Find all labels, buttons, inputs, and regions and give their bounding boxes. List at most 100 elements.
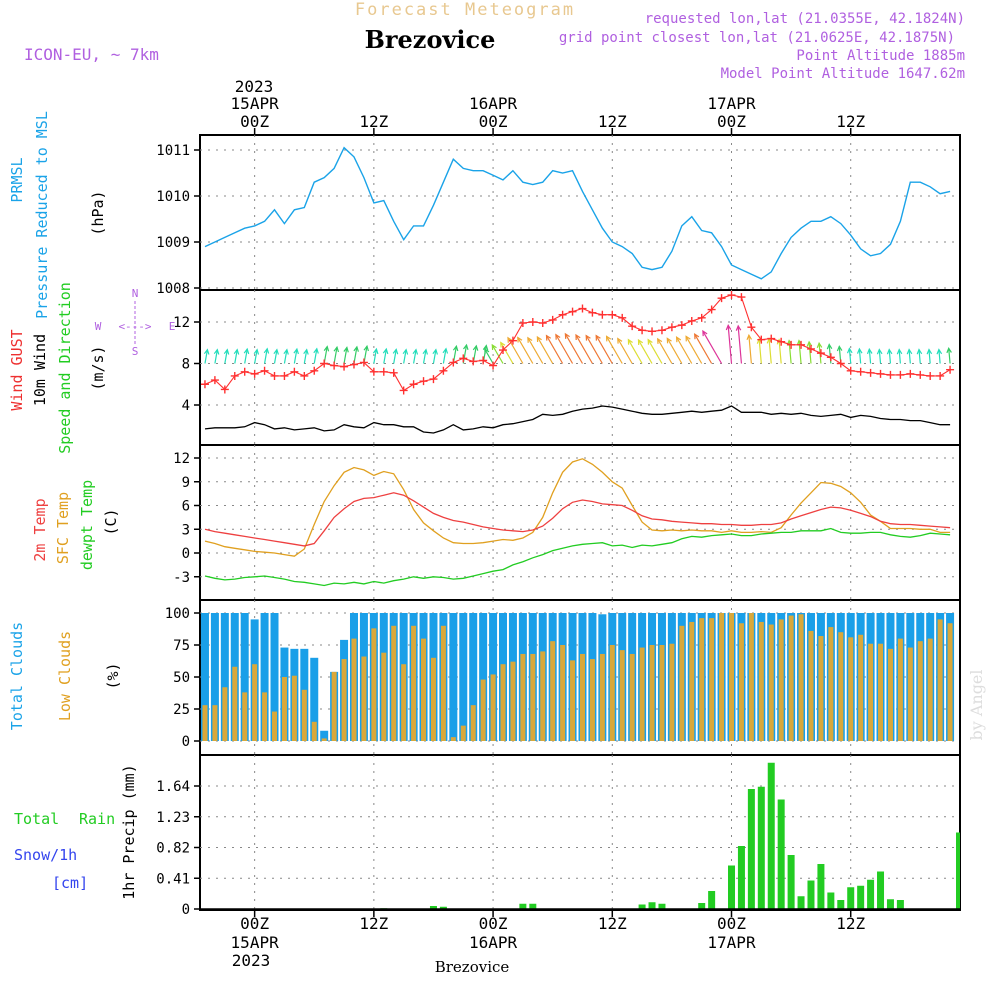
y-tick-label: 0: [182, 734, 190, 750]
wind-direction-arrow: [343, 346, 349, 364]
gust-marker: [439, 366, 448, 375]
low-cloud-bar: [818, 636, 824, 741]
wind-direction-arrow: [442, 347, 449, 364]
wind-arrow-head: [826, 343, 833, 350]
wind-arrow-head: [392, 348, 399, 355]
bottom-tick-label: 12Z: [598, 914, 627, 933]
wind-arrow-head: [432, 348, 438, 355]
wind-arrow-head: [353, 345, 359, 352]
gust-marker: [836, 359, 845, 368]
wind-arrow-shaft: [948, 348, 951, 364]
wind-direction-arrow: [856, 347, 863, 364]
temp-panel-labels: 2m Temp SFC Temp dewpt Temp (C): [31, 480, 120, 570]
rain-bar: [708, 891, 716, 909]
gust-marker: [677, 321, 686, 330]
gust-marker: [876, 369, 885, 378]
wind-arrow-shaft: [868, 349, 872, 364]
wind-direction-arrow: [293, 347, 299, 364]
figure-title: Forecast Meteogram: [355, 0, 575, 20]
low-cloud-bar: [351, 638, 357, 741]
gust-marker: [290, 367, 299, 376]
wind-direction-arrow: [382, 347, 389, 364]
gust-marker: [777, 337, 786, 346]
rain-bar: [896, 900, 904, 909]
rain-bar: [638, 904, 646, 909]
rain-bar: [439, 906, 447, 909]
gust-marker: [379, 367, 388, 376]
low-cloud-bar: [430, 657, 436, 741]
wind-direction-arrow: [735, 324, 743, 364]
gust-marker: [906, 369, 915, 378]
wind-arrow-head: [442, 347, 449, 354]
gust-marker: [826, 353, 835, 362]
low-cloud-bar: [808, 630, 814, 741]
bottom-tick-label: 12Z: [836, 914, 865, 933]
low-cloud-bar: [391, 625, 397, 741]
wind-arrow-shaft: [224, 349, 228, 364]
gust-marker: [240, 367, 249, 376]
wind-arrow-head: [886, 348, 893, 355]
wind-arrow-shaft: [938, 349, 941, 364]
wind-arrow-head: [936, 348, 943, 355]
wind-arrow-head: [702, 329, 708, 337]
wind-arrow-shaft: [545, 335, 564, 364]
wind-arrow-shaft: [808, 341, 812, 364]
footer-location: Brezovice: [435, 958, 510, 976]
wind-arrow-head: [243, 347, 250, 355]
wind-arrow-shaft: [536, 336, 554, 364]
wind-arrow-head: [926, 348, 933, 355]
low-clouds-label: Low Clouds: [56, 631, 74, 721]
gust-marker: [936, 371, 945, 380]
y-tick-label: 25: [173, 702, 190, 718]
bottom-tick-label: 00Z: [240, 914, 269, 933]
low-cloud-bar: [788, 615, 794, 741]
gust-marker: [707, 305, 716, 314]
wind-arrow-head: [233, 348, 240, 355]
y-tick-label: 0: [182, 546, 190, 562]
gust-marker: [737, 293, 746, 302]
compass-rose: N S W E <--->: [95, 287, 176, 358]
gust-marker: [946, 365, 955, 374]
gridpoint-lonlat: grid point closest lon,lat (21.0625E, 42…: [559, 30, 955, 46]
low-cloud-bar: [798, 614, 804, 741]
gust-marker: [866, 368, 875, 377]
wind-direction-arrow: [886, 348, 893, 364]
wind-arrow-head: [507, 336, 513, 343]
gust-marker: [667, 323, 676, 332]
low-cloud-bar: [252, 664, 258, 741]
speed-direction-label: Speed and Direction: [56, 282, 74, 454]
rain-bar: [817, 864, 825, 909]
wind-arrow-head: [422, 348, 428, 355]
wind-arrow-shaft: [517, 337, 534, 364]
gust-marker: [210, 376, 219, 385]
gust-marker: [806, 344, 815, 353]
low-cloud-bar: [947, 623, 953, 741]
total-cloud-bar: [260, 613, 269, 741]
rain-bar: [767, 762, 775, 909]
total-cloud-bar: [479, 613, 488, 741]
rain-bar: [797, 896, 805, 909]
wind-direction-arrow: [303, 348, 309, 364]
gust-marker: [648, 327, 657, 336]
low-cloud-bar: [719, 613, 725, 741]
wind-arrow-head: [846, 347, 853, 354]
wind-arrow-head: [527, 336, 533, 343]
wind-direction-arrow: [806, 340, 813, 364]
wind-arrow-shaft: [484, 348, 494, 364]
wind-arrow-shaft: [403, 349, 407, 364]
wind-direction-arrow: [866, 347, 873, 364]
wind-direction-arrow: [746, 333, 753, 364]
gust-marker: [359, 358, 368, 367]
wind-arrow-shaft: [928, 349, 931, 364]
low-cloud-bar: [778, 619, 784, 741]
wind-direction-arrow: [402, 348, 409, 364]
wind-arrow-head: [816, 341, 823, 349]
low-cloud-bar: [689, 621, 695, 741]
low-cloud-bar: [907, 647, 913, 741]
gust-marker: [340, 362, 349, 371]
wind-arrow-head: [283, 348, 289, 355]
precip-series: [200, 762, 960, 910]
gust-marker: [856, 367, 865, 376]
wind-direction-arrow: [462, 343, 469, 364]
top-year: 2023: [235, 77, 274, 96]
